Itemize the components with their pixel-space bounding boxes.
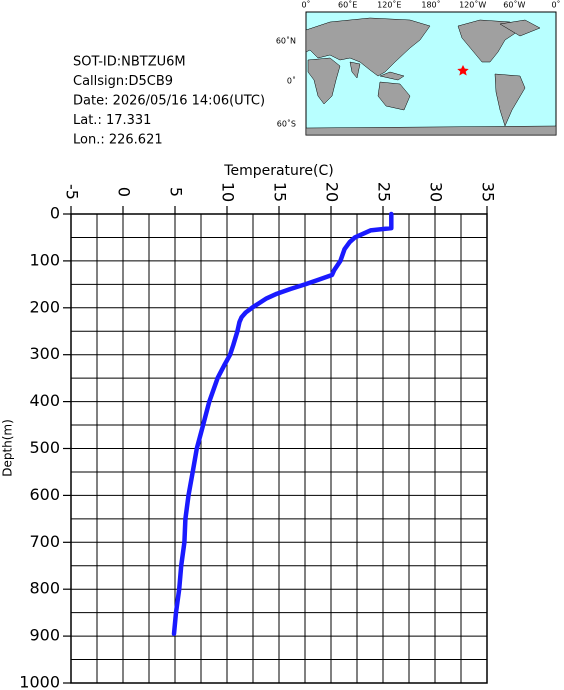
map-lon-label: 180˚	[421, 0, 440, 10]
y-axis-title: Depth(m)	[1, 419, 15, 477]
x-tick-label: -5	[63, 184, 82, 200]
y-tick-label: 300	[29, 344, 60, 363]
x-axis-title: Temperature(C)	[223, 163, 333, 179]
land	[305, 17, 557, 136]
map-lon-label: 0˚	[551, 0, 560, 10]
x-tick-label: 0	[115, 187, 134, 197]
map-lat-label: 60˚N	[276, 36, 296, 46]
location-marker	[457, 65, 469, 76]
x-tick-label: 35	[479, 182, 498, 202]
info-line: Callsign:D5CB9	[73, 74, 173, 89]
y-tick-label: 400	[29, 391, 60, 410]
map-lon-label: 120˚W	[459, 0, 486, 10]
map-lon-label: 60˚E	[338, 0, 357, 10]
map-lon-label: 60˚W	[503, 0, 525, 10]
grid	[70, 213, 488, 684]
map-lon-label: 0˚	[301, 0, 310, 10]
map-labels: 0˚ 60˚E 120˚E 180˚ 120˚W 60˚W 0˚ 60˚N 0˚ 60˚S	[276, 0, 561, 129]
y-tick-label: 100	[29, 250, 60, 269]
y-tick-label: 200	[29, 297, 60, 316]
info-line: SOT-ID:NBTZU6M	[73, 55, 186, 70]
y-tick-label: 700	[29, 532, 60, 551]
info-line: Date: 2026/05/16 14:06(UTC)	[73, 94, 265, 109]
y-tick-label: 600	[29, 485, 60, 504]
map: 0˚ 60˚E 120˚E 180˚ 120˚W 60˚W 0˚ 60˚N 0˚ 60˚S	[276, 0, 561, 136]
x-tick-label: 15	[271, 182, 290, 202]
map-lon-label: 120˚E	[377, 0, 401, 10]
x-tick-label: 10	[219, 182, 238, 202]
info: SOT-ID:NBTZU6M Callsign:D5CB9 Date: 2026/0…	[73, 55, 265, 148]
y-tick-label: 500	[29, 438, 60, 457]
x-tick-label: 30	[427, 182, 446, 202]
info-line: Lat.: 17.331	[73, 113, 151, 128]
map-lat-label: 0˚	[287, 76, 296, 86]
info-line: Lon.: 226.621	[73, 133, 163, 148]
y-tick-label: 1000	[19, 673, 60, 690]
y-tick-label: 800	[29, 579, 60, 598]
profile-line	[171, 211, 394, 637]
map-lat-label: 60˚S	[277, 119, 296, 129]
x-tick-label: 5	[167, 187, 186, 197]
x-tick-label: 20	[323, 182, 342, 202]
y-tick-label: 900	[29, 626, 60, 645]
x-tick-label: 25	[375, 182, 394, 202]
y-tick-label: 0	[50, 204, 60, 223]
